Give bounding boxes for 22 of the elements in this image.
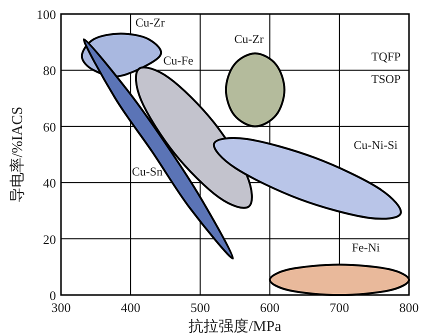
x-tick-label: 800 [399, 300, 419, 315]
y-tick-label: 60 [43, 119, 56, 134]
y-tick-label: 0 [50, 288, 56, 303]
y-tick-label: 80 [43, 63, 56, 78]
x-tick-label: 300 [51, 300, 71, 315]
x-tick-label: 500 [190, 300, 210, 315]
series-label: Cu-Zr [135, 16, 165, 30]
x-tick-label: 700 [330, 300, 350, 315]
series-label: Cu-Zr [234, 32, 264, 46]
annotation: TQFP [371, 49, 402, 64]
annotation: TSOP [371, 72, 402, 86]
y-axis-title: 导电率/%IACS [9, 106, 26, 202]
x-axis-title: 抗拉强度/MPa [188, 318, 282, 335]
y-tick-label: 20 [43, 232, 56, 247]
series-label: Cu-Fe [163, 54, 194, 68]
x-tick-label: 400 [120, 300, 140, 315]
series-label: Fe-Ni [352, 240, 381, 254]
y-tick-label: 40 [43, 176, 56, 191]
series-label: Cu-Ni-Si [354, 138, 398, 152]
y-tick-label: 100 [36, 7, 56, 22]
x-tick-label: 600 [260, 300, 280, 315]
series-label: Cu-Sn [132, 164, 163, 179]
